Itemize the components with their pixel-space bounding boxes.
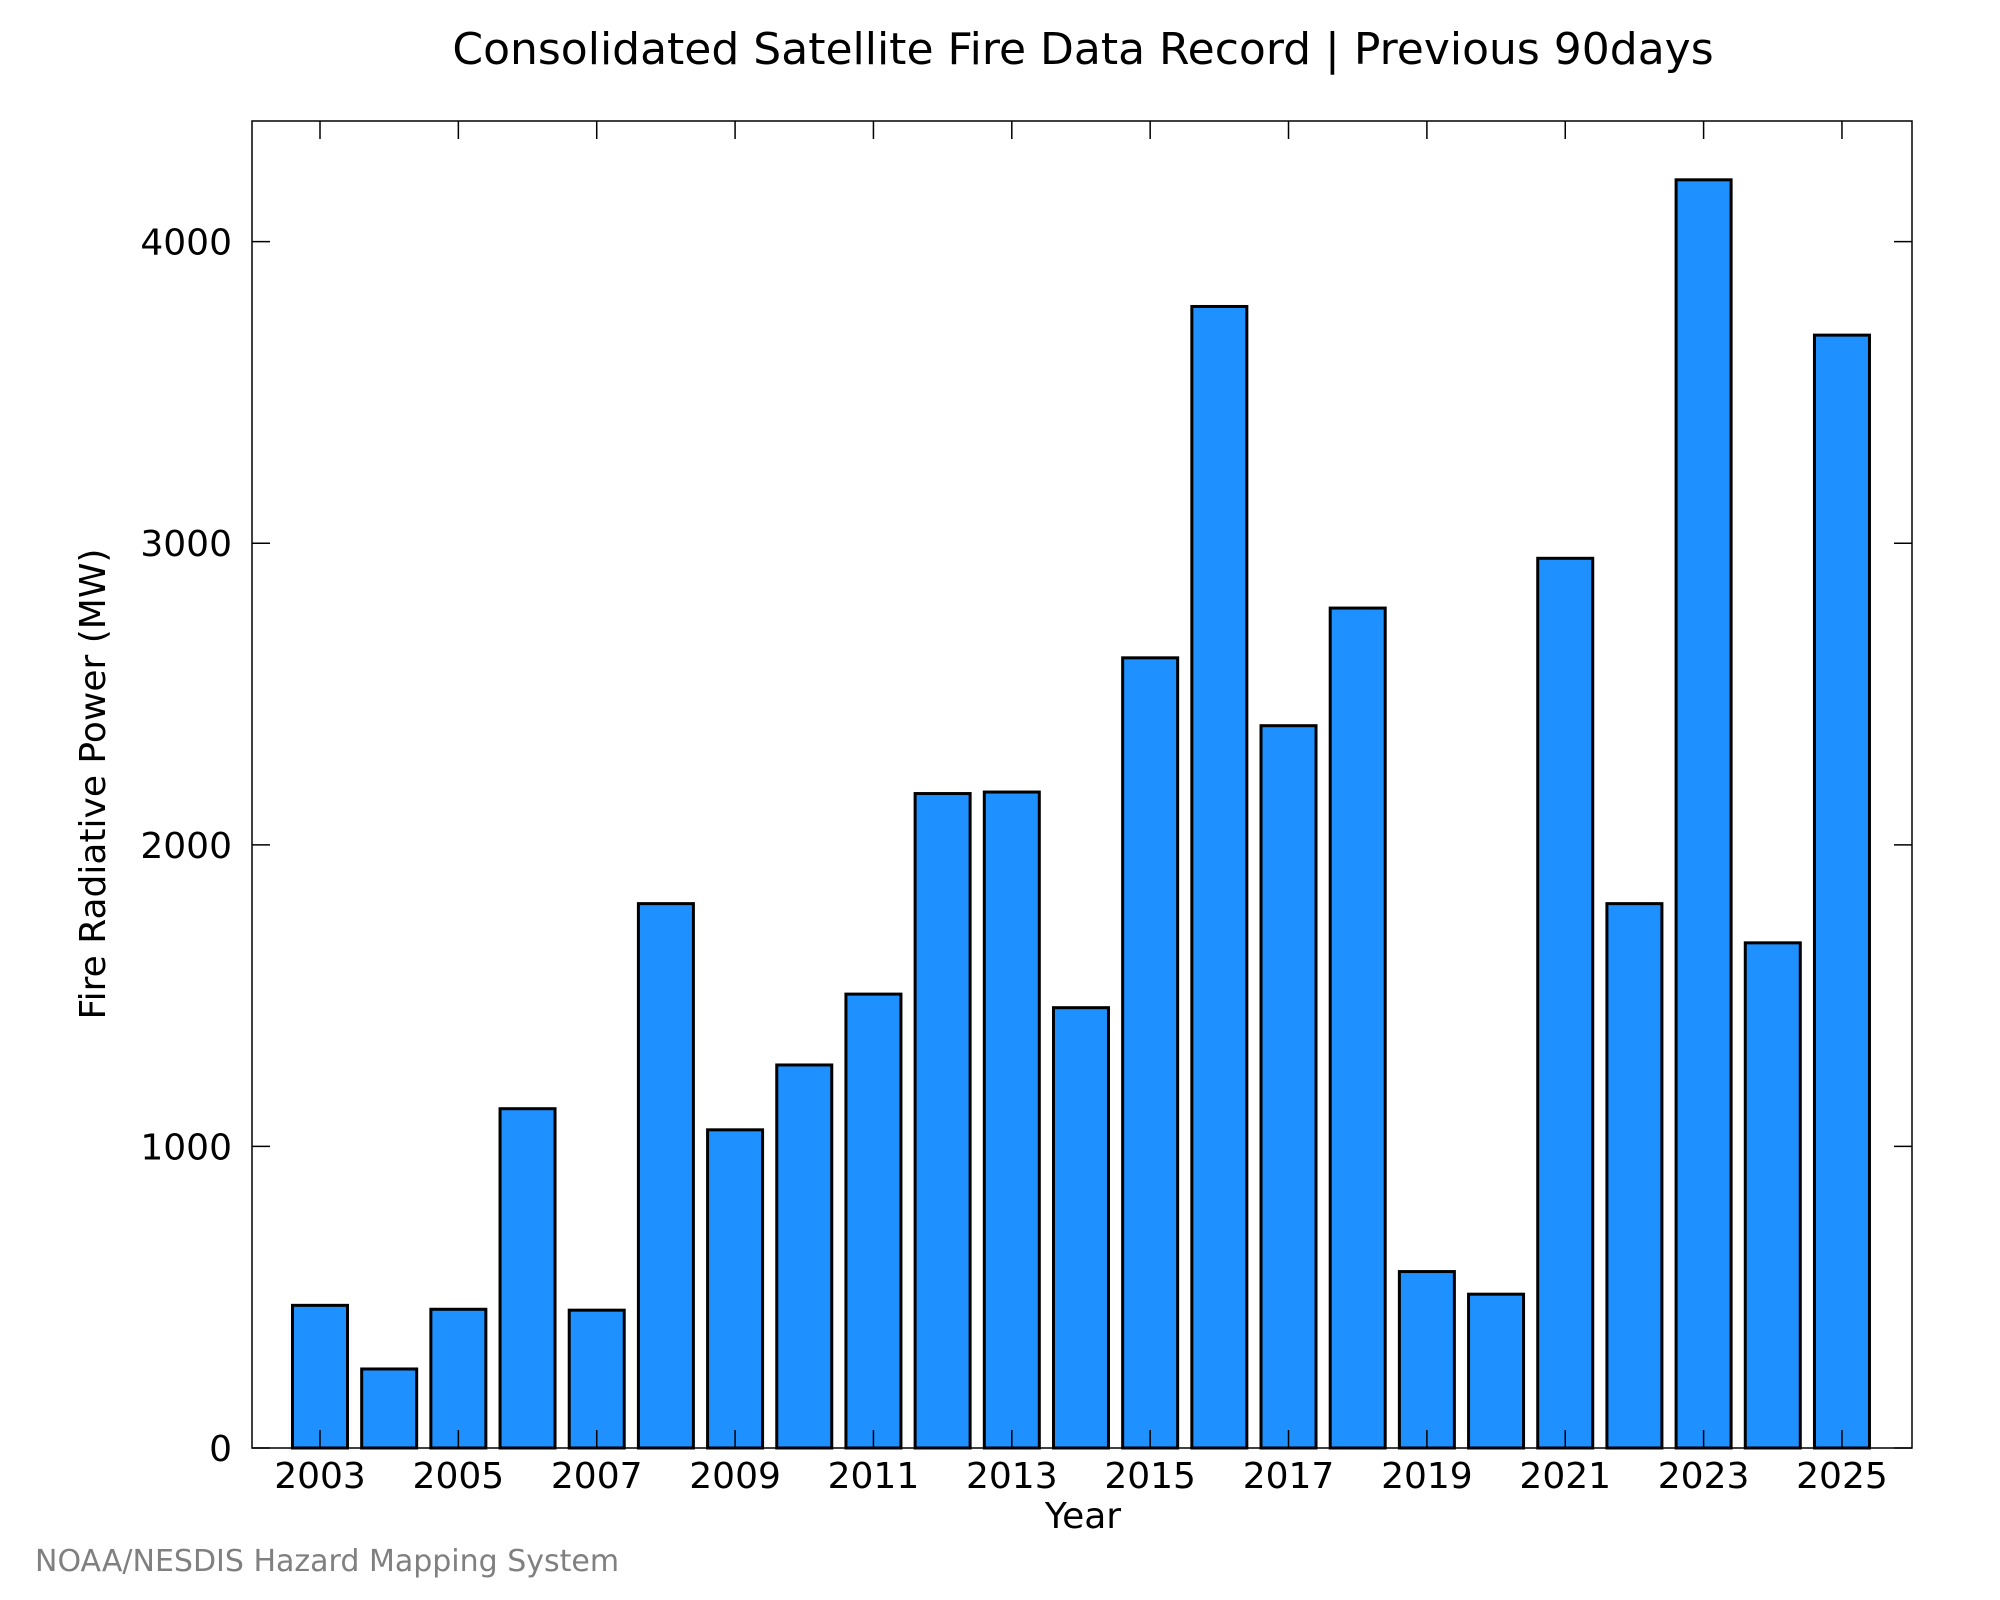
ticks-group: 0 1000 2000 3000 4000 2003 2005 2007 2009 2011 201… xyxy=(140,121,1912,1497)
bar-2014 xyxy=(1051,1006,1110,1450)
y-tick-label-2000: 2000 xyxy=(140,826,232,867)
x-tick-label-2015: 2015 xyxy=(1104,1456,1196,1497)
x-tick-label-2025: 2025 xyxy=(1796,1456,1888,1497)
y-axis-label: Fire Radiative Power (MW) xyxy=(73,549,114,1020)
credit-text: NOAA/NESDIS Hazard Mapping System xyxy=(35,1544,619,1579)
y-tick-label-3000: 3000 xyxy=(140,524,232,565)
bar-2018 xyxy=(1328,606,1387,1450)
y-tick-label-1000: 1000 xyxy=(140,1127,232,1168)
x-tick-label-2003: 2003 xyxy=(274,1456,366,1497)
x-tick-label-2019: 2019 xyxy=(1381,1456,1473,1497)
x-tick-label-2011: 2011 xyxy=(828,1456,920,1497)
bar-2021 xyxy=(1536,556,1595,1450)
bar-2003 xyxy=(291,1303,349,1450)
bar-2008 xyxy=(636,902,695,1450)
bar-2025 xyxy=(1812,333,1871,1450)
bar-2016 xyxy=(1190,304,1249,1450)
bar-2024 xyxy=(1743,941,1802,1450)
x-tick-label-2009: 2009 xyxy=(689,1456,781,1497)
bar-2015 xyxy=(1121,656,1180,1450)
bar-2011 xyxy=(844,992,903,1450)
bar-2009 xyxy=(706,1128,765,1450)
bar-2017 xyxy=(1259,724,1318,1450)
y-tick-label-4000: 4000 xyxy=(140,223,232,264)
x-tick-label-2017: 2017 xyxy=(1243,1456,1335,1497)
bars-group xyxy=(291,178,1871,1450)
bar-2013 xyxy=(982,790,1041,1450)
bar-2019 xyxy=(1397,1270,1456,1450)
bar-2007 xyxy=(567,1308,626,1450)
bar-2004 xyxy=(360,1367,419,1450)
x-axis-label: Year xyxy=(1044,1496,1121,1537)
plot-frame xyxy=(251,120,1913,1449)
bar-2006 xyxy=(498,1107,557,1450)
bar-2023 xyxy=(1674,178,1733,1450)
y-tick-label-0: 0 xyxy=(209,1429,232,1470)
chart-title: Consolidated Satellite Fire Data Record … xyxy=(452,24,1713,75)
bar-2022 xyxy=(1605,902,1664,1450)
x-tick-label-2005: 2005 xyxy=(413,1456,505,1497)
bar-2012 xyxy=(913,792,972,1450)
x-tick-label-2023: 2023 xyxy=(1658,1456,1750,1497)
x-tick-label-2007: 2007 xyxy=(551,1456,643,1497)
x-tick-label-2021: 2021 xyxy=(1519,1456,1611,1497)
x-tick-label-2013: 2013 xyxy=(966,1456,1058,1497)
bar-2010 xyxy=(775,1063,834,1450)
bar-2020 xyxy=(1467,1292,1526,1450)
bar-2005 xyxy=(429,1307,488,1450)
